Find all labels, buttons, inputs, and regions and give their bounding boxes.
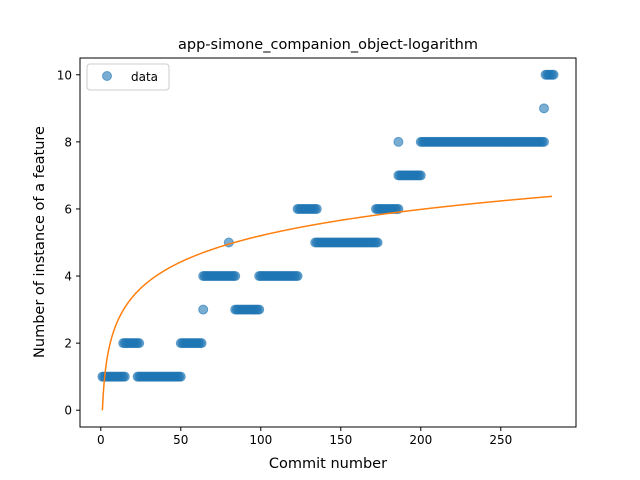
y-tick-label: 8 [64, 135, 72, 149]
y-tick-label: 10 [57, 68, 72, 82]
y-tick-label: 0 [64, 404, 72, 418]
y-axis-label: Number of instance of a feature [32, 126, 48, 358]
data-point [175, 371, 186, 382]
data-point [254, 304, 265, 315]
y-tick-label: 4 [64, 270, 72, 284]
data-point [230, 271, 241, 282]
x-tick-label: 200 [409, 433, 432, 447]
axes-frame [79, 57, 577, 428]
data-point [119, 371, 130, 382]
x-tick-label: 250 [489, 433, 512, 447]
data-point [372, 237, 383, 248]
legend-label-data: data [131, 70, 158, 84]
data-point [548, 69, 559, 80]
y-tick-label: 6 [64, 202, 72, 216]
axes: 0 50 100 150 200 250 0 2 4 6 8 10 [57, 57, 577, 447]
plot-area [97, 69, 559, 411]
y-tick-label: 2 [64, 337, 72, 351]
legend-box [86, 63, 170, 91]
data-point [393, 136, 404, 147]
x-tick-label: 0 [97, 433, 105, 447]
data-point [134, 338, 145, 349]
data-point [415, 170, 426, 181]
x-tick-label: 50 [173, 433, 188, 447]
data-point [539, 103, 549, 114]
legend-marker-data [102, 71, 112, 81]
x-axis-label: Commit number [269, 456, 387, 472]
chart-title: app-simone_companion_object-logarithm [178, 37, 478, 53]
legend: data [86, 63, 170, 91]
x-tick-label: 150 [329, 433, 352, 447]
data-point [198, 304, 209, 315]
data-point [292, 271, 303, 282]
data-point [311, 203, 322, 214]
x-tick-label: 100 [249, 433, 272, 447]
fit-line [101, 195, 553, 411]
data-point [196, 338, 207, 349]
data-point [539, 136, 549, 147]
